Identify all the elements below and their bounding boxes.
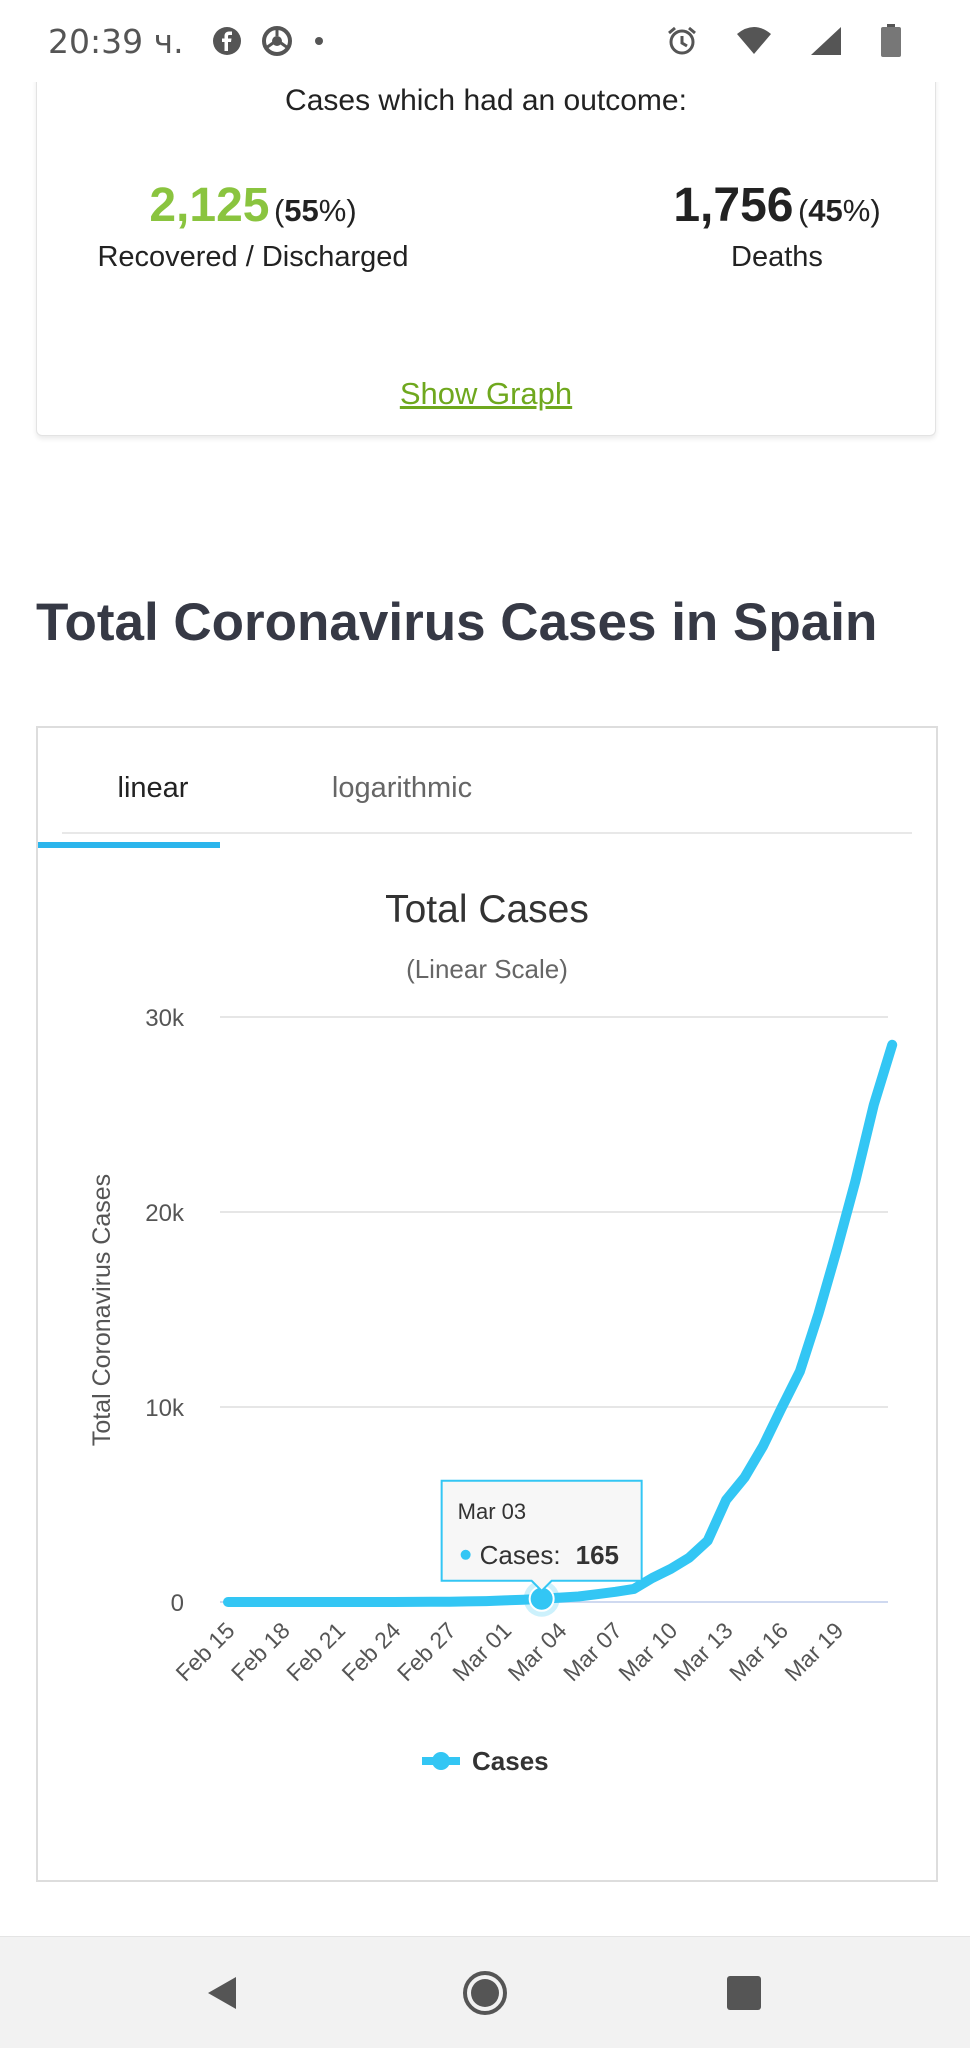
outcome-title: Cases which had an outcome: bbox=[285, 84, 687, 117]
x-tick-label: Feb 18 bbox=[226, 1617, 295, 1686]
recovered-stat: 2,125 (55%) Recovered / Discharged bbox=[73, 178, 433, 274]
x-tick-label: Feb 24 bbox=[337, 1617, 406, 1686]
chart-tabs: linear logarithmic bbox=[62, 768, 912, 834]
total-cases-chart: Total Cases (Linear Scale) 0 10k 20k 30k To… bbox=[88, 888, 898, 1776]
status-time: 20:39 ч. bbox=[48, 21, 184, 61]
tooltip-series-dot bbox=[460, 1549, 471, 1560]
legend-label-cases: Cases bbox=[472, 1746, 549, 1776]
back-button[interactable] bbox=[192, 1967, 252, 2019]
facebook-icon bbox=[212, 26, 242, 56]
y-tick-label: 30k bbox=[145, 1005, 185, 1032]
legend-swatch-dot bbox=[432, 1752, 450, 1770]
show-graph-link[interactable]: Show Graph bbox=[399, 376, 573, 411]
home-button[interactable] bbox=[455, 1967, 515, 2019]
signal-icon bbox=[810, 26, 842, 56]
x-tick-label: Mar 10 bbox=[613, 1617, 682, 1686]
deaths-label: Deaths bbox=[731, 241, 823, 273]
recovered-label: Recovered / Discharged bbox=[97, 241, 409, 273]
chart-legend[interactable]: Cases bbox=[422, 1746, 549, 1776]
x-tick-label: Mar 16 bbox=[724, 1617, 793, 1686]
tooltip-label: Cases: bbox=[480, 1540, 561, 1570]
back-triangle-icon bbox=[208, 1977, 236, 2009]
x-tick-label: Feb 27 bbox=[392, 1617, 461, 1686]
y-tick-label: 20k bbox=[145, 1200, 185, 1227]
navigation-bar bbox=[0, 1936, 970, 2048]
recents-square-icon bbox=[727, 1976, 761, 2010]
active-tab-indicator bbox=[38, 842, 220, 848]
series-cases bbox=[223, 1039, 898, 1617]
x-tick-label: Mar 13 bbox=[669, 1617, 738, 1686]
tooltip-value: 165 bbox=[576, 1540, 619, 1570]
status-bar: 20:39 ч. bbox=[0, 0, 970, 82]
tab-linear[interactable]: linear bbox=[117, 772, 189, 804]
tab-logarithmic[interactable]: logarithmic bbox=[331, 772, 473, 804]
x-tick-label: Mar 19 bbox=[779, 1617, 848, 1686]
chart-card: linear logarithmic Total Cases (Linear S… bbox=[36, 726, 938, 1882]
x-tick-label: Mar 04 bbox=[503, 1617, 572, 1686]
recovered-percent: (55%) bbox=[273, 193, 357, 228]
deaths-stat: 1,756 (45%) Deaths bbox=[637, 178, 917, 274]
home-circle-icon bbox=[463, 1971, 507, 2015]
y-tick-label: 10k bbox=[145, 1395, 185, 1422]
alarm-icon bbox=[666, 25, 698, 57]
deaths-percent: (45%) bbox=[797, 193, 881, 228]
tooltip-date: Mar 03 bbox=[458, 1499, 526, 1524]
dot-icon bbox=[312, 34, 326, 48]
x-tick-label: Feb 15 bbox=[171, 1617, 240, 1686]
deaths-number: 1,756 bbox=[673, 179, 794, 232]
chart-tooltip: Mar 03 Cases: 165 bbox=[440, 1479, 643, 1593]
x-tick-label: Mar 07 bbox=[558, 1617, 627, 1686]
wifi-icon bbox=[736, 26, 772, 56]
chrome-icon bbox=[261, 26, 292, 56]
recents-button[interactable] bbox=[714, 1967, 774, 2019]
y-axis-ticks: 0 10k 20k 30k bbox=[145, 1005, 185, 1617]
chart-subtitle: (Linear Scale) bbox=[406, 954, 568, 984]
y-axis-label: Total Coronavirus Cases bbox=[88, 1174, 116, 1446]
series-line-cases bbox=[223, 1039, 898, 1607]
x-tick-label: Mar 01 bbox=[447, 1617, 516, 1686]
battery-icon bbox=[880, 24, 902, 58]
y-tick-label: 0 bbox=[171, 1590, 184, 1617]
x-tick-label: Feb 21 bbox=[281, 1617, 350, 1686]
recovered-number: 2,125 bbox=[149, 179, 270, 232]
chart-title: Total Cases bbox=[385, 888, 589, 931]
tooltip-box bbox=[440, 1479, 643, 1593]
section-heading: Total Coronavirus Cases in Spain bbox=[36, 593, 878, 652]
outcome-card: Cases which had an outcome: 2,125 (55%) … bbox=[36, 60, 936, 436]
